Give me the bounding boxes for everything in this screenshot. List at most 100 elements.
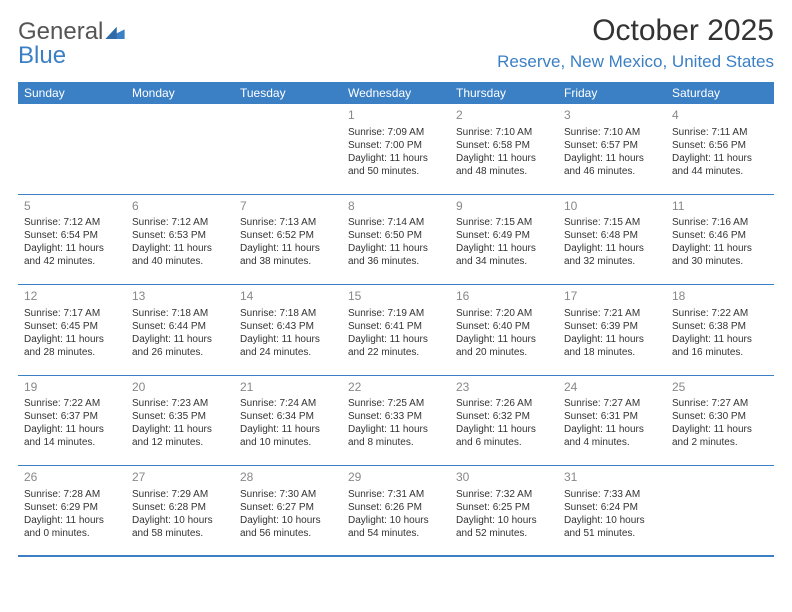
col-tue: Tuesday — [234, 82, 342, 104]
day-cell: 7Sunrise: 7:13 AMSunset: 6:52 PMDaylight… — [234, 195, 342, 285]
sunset-line: Sunset: 6:28 PM — [132, 501, 228, 514]
day-cell: 5Sunrise: 7:12 AMSunset: 6:54 PMDaylight… — [18, 195, 126, 285]
location: Reserve, New Mexico, United States — [497, 52, 774, 72]
sunset-line: Sunset: 6:46 PM — [672, 229, 768, 242]
day-cell: 22Sunrise: 7:25 AMSunset: 6:33 PMDayligh… — [342, 376, 450, 466]
sunset-line: Sunset: 6:58 PM — [456, 139, 552, 152]
week-row: 12Sunrise: 7:17 AMSunset: 6:45 PMDayligh… — [18, 285, 774, 375]
daylight-line: Daylight: 10 hours and 58 minutes. — [132, 514, 228, 540]
sunrise-line: Sunrise: 7:22 AM — [672, 307, 768, 320]
sunrise-line: Sunrise: 7:31 AM — [348, 488, 444, 501]
sunset-line: Sunset: 6:54 PM — [24, 229, 120, 242]
sunset-line: Sunset: 6:41 PM — [348, 320, 444, 333]
week-row: 19Sunrise: 7:22 AMSunset: 6:37 PMDayligh… — [18, 376, 774, 466]
daylight-line: Daylight: 11 hours and 26 minutes. — [132, 333, 228, 359]
day-number: 17 — [564, 289, 660, 305]
daylight-line: Daylight: 11 hours and 22 minutes. — [348, 333, 444, 359]
sunrise-line: Sunrise: 7:27 AM — [672, 397, 768, 410]
sunset-line: Sunset: 6:45 PM — [24, 320, 120, 333]
daylight-line: Daylight: 11 hours and 50 minutes. — [348, 152, 444, 178]
sunset-line: Sunset: 6:26 PM — [348, 501, 444, 514]
daylight-line: Daylight: 11 hours and 0 minutes. — [24, 514, 120, 540]
sunset-line: Sunset: 6:43 PM — [240, 320, 336, 333]
day-number: 28 — [240, 470, 336, 486]
day-number: 2 — [456, 108, 552, 124]
day-cell: 17Sunrise: 7:21 AMSunset: 6:39 PMDayligh… — [558, 285, 666, 375]
day-number: 30 — [456, 470, 552, 486]
daylight-line: Daylight: 11 hours and 34 minutes. — [456, 242, 552, 268]
day-cell: 8Sunrise: 7:14 AMSunset: 6:50 PMDaylight… — [342, 195, 450, 285]
sunrise-line: Sunrise: 7:16 AM — [672, 216, 768, 229]
day-number: 16 — [456, 289, 552, 305]
day-cell — [666, 466, 774, 556]
day-cell — [234, 104, 342, 194]
sunset-line: Sunset: 6:30 PM — [672, 410, 768, 423]
day-number: 20 — [132, 380, 228, 396]
daylight-line: Daylight: 11 hours and 36 minutes. — [348, 242, 444, 268]
sunset-line: Sunset: 6:40 PM — [456, 320, 552, 333]
daylight-line: Daylight: 11 hours and 40 minutes. — [132, 242, 228, 268]
sunrise-line: Sunrise: 7:18 AM — [240, 307, 336, 320]
day-number: 15 — [348, 289, 444, 305]
daylight-line: Daylight: 11 hours and 12 minutes. — [132, 423, 228, 449]
day-number: 12 — [24, 289, 120, 305]
daylight-line: Daylight: 11 hours and 44 minutes. — [672, 152, 768, 178]
sunset-line: Sunset: 6:49 PM — [456, 229, 552, 242]
week-row: 1Sunrise: 7:09 AMSunset: 7:00 PMDaylight… — [18, 104, 774, 194]
sunset-line: Sunset: 6:32 PM — [456, 410, 552, 423]
day-cell: 20Sunrise: 7:23 AMSunset: 6:35 PMDayligh… — [126, 376, 234, 466]
sunset-line: Sunset: 6:38 PM — [672, 320, 768, 333]
daylight-line: Daylight: 11 hours and 14 minutes. — [24, 423, 120, 449]
daylight-line: Daylight: 11 hours and 42 minutes. — [24, 242, 120, 268]
sunrise-line: Sunrise: 7:09 AM — [348, 126, 444, 139]
sunset-line: Sunset: 6:50 PM — [348, 229, 444, 242]
day-number: 4 — [672, 108, 768, 124]
calendar-body: 1Sunrise: 7:09 AMSunset: 7:00 PMDaylight… — [18, 104, 774, 557]
day-number: 7 — [240, 199, 336, 215]
sunset-line: Sunset: 6:34 PM — [240, 410, 336, 423]
sunrise-line: Sunrise: 7:26 AM — [456, 397, 552, 410]
sunrise-line: Sunrise: 7:10 AM — [456, 126, 552, 139]
header: GeneralBlue October 2025 Reserve, New Me… — [18, 14, 774, 72]
col-wed: Wednesday — [342, 82, 450, 104]
col-sat: Saturday — [666, 82, 774, 104]
sunrise-line: Sunrise: 7:15 AM — [564, 216, 660, 229]
day-number: 27 — [132, 470, 228, 486]
day-cell: 1Sunrise: 7:09 AMSunset: 7:00 PMDaylight… — [342, 104, 450, 194]
sunrise-line: Sunrise: 7:13 AM — [240, 216, 336, 229]
sunset-line: Sunset: 6:24 PM — [564, 501, 660, 514]
daylight-line: Daylight: 10 hours and 51 minutes. — [564, 514, 660, 540]
day-cell: 3Sunrise: 7:10 AMSunset: 6:57 PMDaylight… — [558, 104, 666, 194]
sunrise-line: Sunrise: 7:15 AM — [456, 216, 552, 229]
daylight-line: Daylight: 11 hours and 18 minutes. — [564, 333, 660, 359]
sunrise-line: Sunrise: 7:33 AM — [564, 488, 660, 501]
day-cell: 10Sunrise: 7:15 AMSunset: 6:48 PMDayligh… — [558, 195, 666, 285]
day-cell: 28Sunrise: 7:30 AMSunset: 6:27 PMDayligh… — [234, 466, 342, 556]
daylight-line: Daylight: 11 hours and 16 minutes. — [672, 333, 768, 359]
sunset-line: Sunset: 6:29 PM — [24, 501, 120, 514]
bottom-border — [18, 556, 774, 557]
day-cell: 31Sunrise: 7:33 AMSunset: 6:24 PMDayligh… — [558, 466, 666, 556]
col-fri: Friday — [558, 82, 666, 104]
month-title: October 2025 — [497, 14, 774, 48]
day-number: 24 — [564, 380, 660, 396]
week-row: 5Sunrise: 7:12 AMSunset: 6:54 PMDaylight… — [18, 195, 774, 285]
day-cell: 13Sunrise: 7:18 AMSunset: 6:44 PMDayligh… — [126, 285, 234, 375]
day-cell: 12Sunrise: 7:17 AMSunset: 6:45 PMDayligh… — [18, 285, 126, 375]
sunrise-line: Sunrise: 7:20 AM — [456, 307, 552, 320]
col-mon: Monday — [126, 82, 234, 104]
sunrise-line: Sunrise: 7:14 AM — [348, 216, 444, 229]
day-number: 3 — [564, 108, 660, 124]
col-sun: Sunday — [18, 82, 126, 104]
day-cell: 19Sunrise: 7:22 AMSunset: 6:37 PMDayligh… — [18, 376, 126, 466]
day-cell: 23Sunrise: 7:26 AMSunset: 6:32 PMDayligh… — [450, 376, 558, 466]
sunrise-line: Sunrise: 7:28 AM — [24, 488, 120, 501]
day-cell: 25Sunrise: 7:27 AMSunset: 6:30 PMDayligh… — [666, 376, 774, 466]
day-number: 19 — [24, 380, 120, 396]
day-number: 6 — [132, 199, 228, 215]
sunset-line: Sunset: 6:33 PM — [348, 410, 444, 423]
day-number: 18 — [672, 289, 768, 305]
day-cell: 2Sunrise: 7:10 AMSunset: 6:58 PMDaylight… — [450, 104, 558, 194]
day-number: 21 — [240, 380, 336, 396]
day-cell: 29Sunrise: 7:31 AMSunset: 6:26 PMDayligh… — [342, 466, 450, 556]
